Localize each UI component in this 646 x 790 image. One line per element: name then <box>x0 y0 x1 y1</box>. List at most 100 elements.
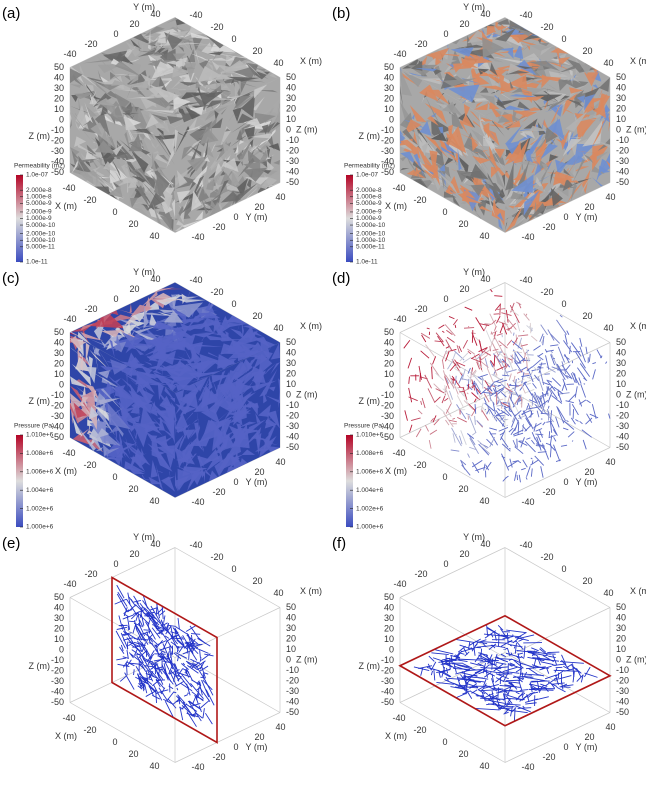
fracture-trace <box>466 689 472 699</box>
x-tick-label: 20 <box>128 484 138 494</box>
fracture-trace <box>409 425 411 433</box>
fracture-trace <box>581 384 586 397</box>
fracture-trace <box>563 421 573 430</box>
x-tick-label: -20 <box>211 22 224 32</box>
y-axis-title: Y (m) <box>246 212 268 222</box>
colorbar-tick-label: 5.000e-9 <box>26 200 52 207</box>
z-tick-label: 50 <box>384 592 394 602</box>
z-axis-title: Z (m) <box>359 661 381 671</box>
fracture-trace <box>183 702 193 716</box>
z-tick-label: 40 <box>54 72 64 82</box>
x-tick-label: -40 <box>62 448 75 458</box>
fracture-trace <box>492 386 495 387</box>
fracture-trace <box>495 375 496 377</box>
fracture-trace <box>489 428 497 430</box>
y-tick-label: 0 <box>564 477 569 487</box>
panel: 5050404030302020101000-10-10-20-20-30-30… <box>2 267 322 531</box>
fracture-trace <box>411 418 421 421</box>
x-tick-label: 20 <box>458 749 468 759</box>
y-tick-label: -20 <box>213 487 226 497</box>
z-tick-label: 50 <box>286 72 296 82</box>
z-tick-label: 30 <box>54 613 64 623</box>
fracture-trace <box>575 386 577 397</box>
fracture-trace <box>438 325 444 329</box>
y-tick-label: 0 <box>443 559 448 569</box>
y-tick-label: -20 <box>213 222 226 232</box>
fracture-trace <box>506 310 508 323</box>
fracture-trace <box>451 450 460 451</box>
fracture-trace <box>464 328 474 329</box>
x-tick-label: 40 <box>274 58 284 68</box>
fracture-trace <box>205 713 212 724</box>
fracture-trace <box>556 320 566 335</box>
x-axis-title: X (m) <box>630 56 646 66</box>
x-tick-label: -40 <box>520 10 533 20</box>
fracture-trace <box>503 403 509 404</box>
cube-edge <box>175 548 280 608</box>
fracture-trace <box>527 383 531 384</box>
fracture-trace <box>466 413 470 415</box>
fracture-trace <box>548 656 556 657</box>
fracture-trace <box>496 382 501 383</box>
fracture-trace <box>575 352 585 368</box>
fracture-trace <box>434 384 442 392</box>
fracture-trace <box>463 357 471 362</box>
z-tick-label: 10 <box>616 644 626 654</box>
z-tick-label: -10 <box>51 125 64 135</box>
z-tick-label: -20 <box>381 400 394 410</box>
fracture-trace <box>550 334 559 343</box>
x-tick-label: -20 <box>413 195 426 205</box>
fracture-trace <box>551 351 553 353</box>
z-tick-label: 20 <box>286 368 296 378</box>
fracture-trace <box>490 289 492 292</box>
fracture-trace <box>547 652 559 653</box>
fracture-trace <box>586 400 590 403</box>
fracture-trace <box>405 410 408 420</box>
z-tick-label: -50 <box>616 177 629 187</box>
fracture-trace <box>480 374 488 377</box>
panel: 5050404030302020101000-10-10-20-20-30-30… <box>2 2 322 266</box>
x-axis-title: X (m) <box>300 321 322 331</box>
colorbar-tick-label: 5.000e-9 <box>356 200 382 207</box>
fracture-trace <box>501 380 507 381</box>
fracture-trace <box>558 347 564 363</box>
y-tick-label: 20 <box>255 467 265 477</box>
fracture-trace <box>472 432 476 435</box>
fracture-trace <box>569 394 576 401</box>
fracture-trace <box>409 377 410 384</box>
y-tick-label: 40 <box>276 192 286 202</box>
z-tick-label: 20 <box>616 633 626 643</box>
y-tick-label: 40 <box>276 722 286 732</box>
fracture-trace <box>509 385 519 386</box>
colorbar-tick-label: 1.0e-11 <box>356 259 378 266</box>
fracture-trace <box>429 656 434 661</box>
fracture-trace <box>503 362 507 363</box>
fracture-trace <box>434 669 435 681</box>
fracture-trace <box>436 405 445 413</box>
y-tick-label: -40 <box>522 232 535 242</box>
fracture-trace <box>427 328 430 329</box>
colorbar-title: Permeability (m2) <box>344 163 395 170</box>
fracture-trace <box>567 331 569 335</box>
fracture-trace <box>557 406 564 423</box>
y-tick-label: -40 <box>63 579 76 589</box>
z-tick-label: -10 <box>381 125 394 135</box>
y-tick-label: 0 <box>234 742 239 752</box>
fracture-trace <box>446 340 453 352</box>
z-tick-label: 50 <box>54 62 64 72</box>
z-tick-label: -20 <box>51 665 64 675</box>
z-tick-label: 20 <box>384 358 394 368</box>
z-tick-label: -10 <box>286 665 299 675</box>
fracture-trace <box>548 406 549 409</box>
fracture-trace <box>526 314 527 316</box>
fracture-trace <box>205 680 213 695</box>
fracture-trace <box>504 681 520 683</box>
x-tick-label: -40 <box>190 275 203 285</box>
fracture-trace <box>557 687 566 692</box>
fracture-trace <box>470 438 479 454</box>
fracture-trace <box>515 447 523 454</box>
fracture-trace <box>571 418 575 424</box>
z-tick-label: -30 <box>286 421 299 431</box>
fracture-trace <box>164 615 165 622</box>
fracture-trace <box>439 673 440 677</box>
